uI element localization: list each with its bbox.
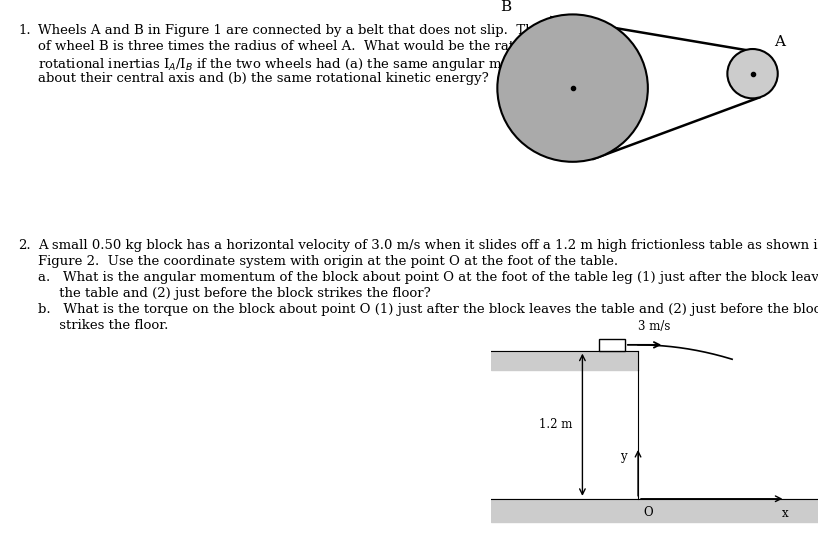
Text: Wheels A and B in Figure 1 are connected by a belt that does not slip.  The radi: Wheels A and B in Figure 1 are connected… [38,24,588,37]
Text: about their central axis and (b) the same rotational kinetic energy?: about their central axis and (b) the sam… [38,72,488,85]
Text: the table and (2) just before the block strikes the floor?: the table and (2) just before the block … [38,287,431,300]
Circle shape [727,49,778,98]
Text: x: x [782,507,789,520]
Text: strikes the floor.: strikes the floor. [38,319,169,332]
Text: 1.: 1. [18,24,30,37]
Text: of wheel B is three times the radius of wheel A.  What would be the ratio of the: of wheel B is three times the radius of … [38,40,569,53]
Text: B: B [501,1,512,14]
Text: O: O [643,506,653,519]
Text: b.   What is the torque on the block about point O (1) just after the block leav: b. What is the torque on the block about… [38,303,818,316]
Text: 2.: 2. [18,239,30,252]
Text: A small 0.50 kg block has a horizontal velocity of 3.0 m/s when it slides off a : A small 0.50 kg block has a horizontal v… [38,239,818,252]
Bar [491,499,818,522]
Text: y: y [620,450,627,463]
Bar [599,339,625,351]
Text: 1.2 m: 1.2 m [539,418,573,431]
Text: rotational inertias I$_A$/I$_B$ if the two wheels had (a) the same angular momen: rotational inertias I$_A$/I$_B$ if the t… [38,56,565,73]
Text: Figure 2.  Use the coordinate system with origin at the point O at the foot of t: Figure 2. Use the coordinate system with… [38,255,618,268]
Text: a.   What is the angular momentum of the block about point O at the foot of the : a. What is the angular momentum of the b… [38,271,818,284]
Bar [491,351,638,370]
Circle shape [497,14,648,162]
Text: A: A [775,35,785,49]
Text: 3 m/s: 3 m/s [638,320,671,333]
